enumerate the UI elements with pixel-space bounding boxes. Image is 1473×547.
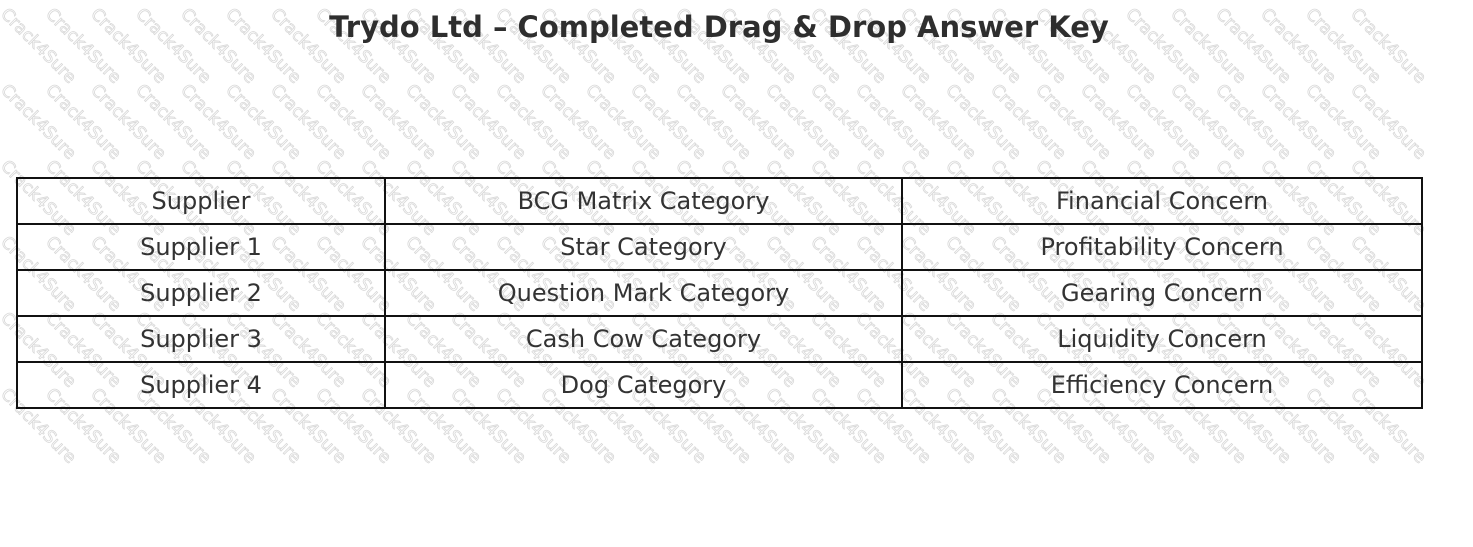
watermark-text: Crack4Sure	[86, 80, 169, 163]
watermark-text: Crack4Sure	[311, 80, 394, 163]
watermark-text: Crack4Sure	[221, 80, 304, 163]
watermark-text: Crack4Sure	[491, 80, 574, 163]
table-cell: Supplier 3	[16, 315, 386, 363]
table-row: Supplier 4 Dog Category Efficiency Conce…	[16, 361, 1423, 409]
watermark-text: Crack4Sure	[1346, 80, 1429, 163]
watermark-text: Crack4Sure	[1076, 80, 1159, 163]
watermark-text: Crack4Sure	[671, 80, 754, 163]
watermark-text: Crack4Sure	[1121, 80, 1204, 163]
watermark-text: Crack4Sure	[1301, 80, 1384, 163]
table-cell: Profitability Concern	[901, 223, 1423, 271]
watermark-text: Crack4Sure	[446, 80, 529, 163]
watermark-text: Crack4Sure	[896, 80, 979, 163]
watermark-text: Crack4Sure	[536, 80, 619, 163]
watermark-text: Crack4Sure	[761, 80, 844, 163]
watermark-text: Crack4Sure	[176, 80, 259, 163]
table-cell: Gearing Concern	[901, 269, 1423, 317]
watermark-text: Crack4Sure	[401, 80, 484, 163]
watermark-text: Crack4Sure	[0, 80, 80, 163]
watermark-text: Crack4Sure	[1256, 80, 1339, 163]
header-cell: Supplier	[16, 177, 386, 225]
table-row: Supplier 3 Cash Cow Category Liquidity C…	[16, 315, 1423, 363]
watermark-text: Crack4Sure	[356, 80, 439, 163]
table-cell: Question Mark Category	[384, 269, 903, 317]
watermark-text: Crack4Sure	[626, 80, 709, 163]
watermark-text: Crack4Sure	[941, 80, 1024, 163]
header-cell: BCG Matrix Category	[384, 177, 903, 225]
header-cell: Financial Concern	[901, 177, 1423, 225]
watermark-text: Crack4Sure	[581, 80, 664, 163]
watermark-text: Crack4Sure	[716, 80, 799, 163]
watermark-text: Crack4Sure	[1031, 80, 1114, 163]
watermark-text: Crack4Sure	[131, 80, 214, 163]
page-title: Trydo Ltd – Completed Drag & Drop Answer…	[329, 10, 1109, 44]
table-cell: Supplier 4	[16, 361, 386, 409]
watermark-text: Crack4Sure	[806, 80, 889, 163]
table-cell: Liquidity Concern	[901, 315, 1423, 363]
watermark-text: Crack4Sure	[851, 80, 934, 163]
table-cell: Star Category	[384, 223, 903, 271]
table-cell: Supplier 2	[16, 269, 386, 317]
table-row: Supplier 1 Star Category Profitability C…	[16, 223, 1423, 271]
table-header-row: Supplier BCG Matrix Category Financial C…	[16, 177, 1423, 225]
table-cell: Dog Category	[384, 361, 903, 409]
watermark-text: Crack4Sure	[1166, 80, 1249, 163]
watermark-text: Crack4Sure	[266, 80, 349, 163]
table-cell: Efficiency Concern	[901, 361, 1423, 409]
answer-table: Supplier BCG Matrix Category Financial C…	[16, 177, 1423, 409]
watermark-text: Crack4Sure	[41, 80, 124, 163]
table-cell: Supplier 1	[16, 223, 386, 271]
table-cell: Cash Cow Category	[384, 315, 903, 363]
table-row: Supplier 2 Question Mark Category Gearin…	[16, 269, 1423, 317]
watermark-text: Crack4Sure	[986, 80, 1069, 163]
watermark-text: Crack4Sure	[1211, 80, 1294, 163]
